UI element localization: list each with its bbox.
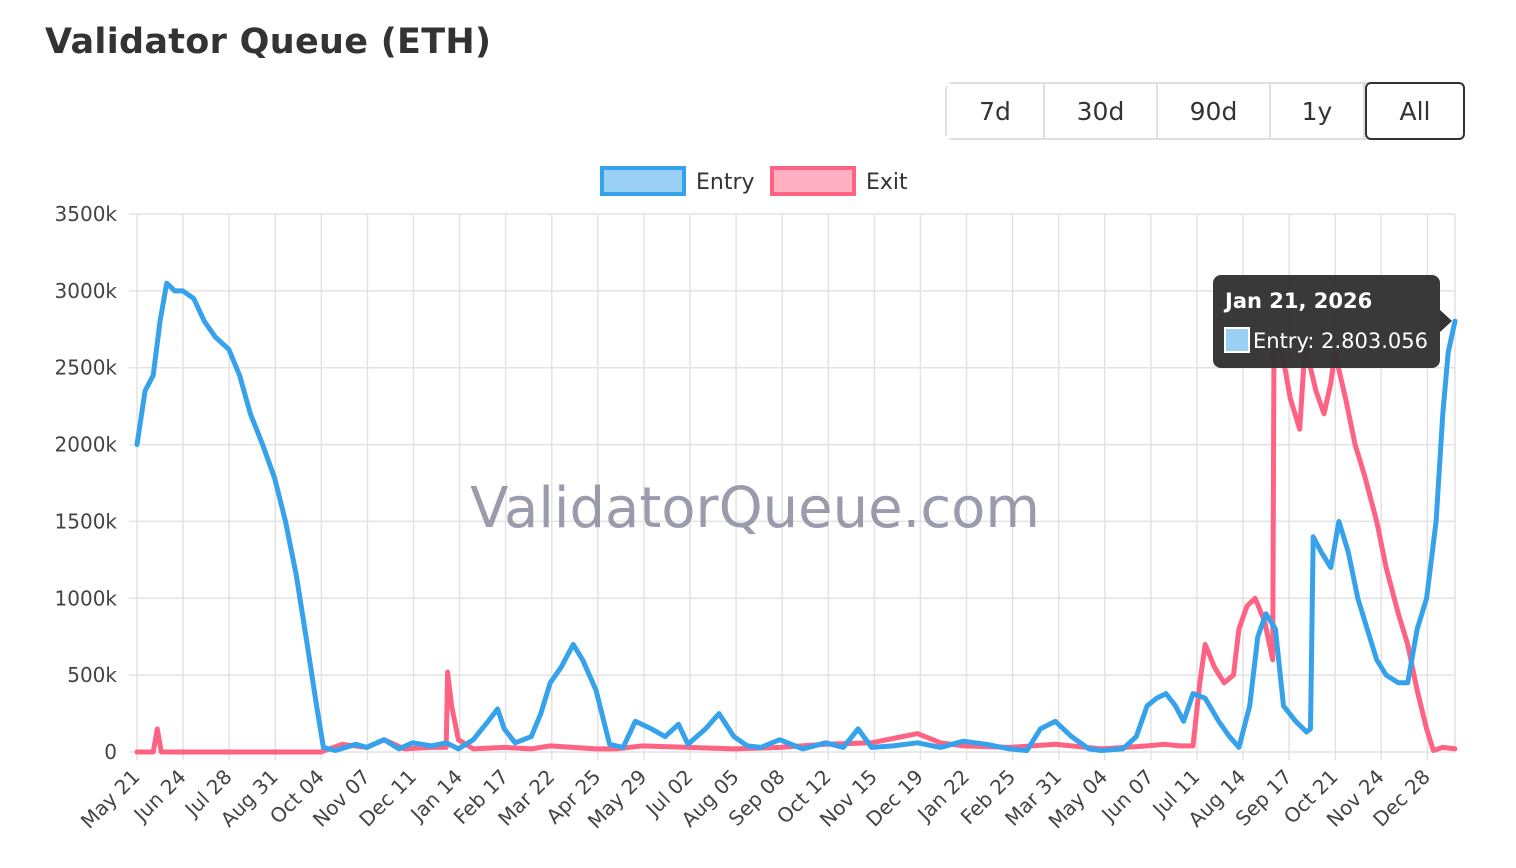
- legend-item-exit[interactable]: Exit: [770, 166, 908, 196]
- legend-label-entry: Entry: [696, 170, 755, 195]
- range-button-1y[interactable]: 1y: [1271, 84, 1365, 138]
- y-tick-label: 0: [104, 740, 117, 764]
- range-button-90d[interactable]: 90d: [1158, 84, 1271, 138]
- series-line-exit[interactable]: [134, 342, 1458, 755]
- legend-swatch-entry: [600, 166, 686, 196]
- range-button-all[interactable]: All: [1365, 82, 1465, 140]
- chart-grid: [129, 213, 1456, 760]
- range-selector: 7d 30d 90d 1y All: [945, 82, 1465, 140]
- tooltip-box: [1213, 275, 1440, 368]
- y-tick-label: 2000k: [55, 433, 118, 457]
- y-tick-label: 2500k: [55, 356, 118, 380]
- y-tick-label: 3000k: [55, 279, 118, 303]
- y-axis-ticks: 0 500k 1000k 1500k 2000k 2500k 3000k 3500k: [55, 202, 118, 764]
- y-tick-label: 500k: [67, 663, 117, 687]
- legend-label-exit: Exit: [866, 170, 908, 195]
- legend-swatch-exit: [770, 166, 856, 196]
- tooltip-swatch: [1224, 327, 1250, 353]
- x-tick-label: Jun 07: [1095, 765, 1158, 828]
- tooltip-title: Jan 21, 2026: [1223, 289, 1372, 313]
- tooltip-caret: [1440, 310, 1452, 332]
- range-button-7d[interactable]: 7d: [947, 84, 1045, 138]
- watermark: ValidatorQueue.com: [470, 476, 1040, 541]
- x-tick-label: Jun 24: [128, 765, 191, 828]
- legend-item-entry[interactable]: Entry: [600, 166, 755, 196]
- tooltip-label: Entry: 2.803.056: [1253, 329, 1428, 353]
- page-title: Validator Queue (ETH): [45, 22, 492, 62]
- y-tick-label: 3500k: [55, 202, 118, 226]
- chart-series: [134, 280, 1458, 755]
- chart-tooltip: Jan 21, 2026 Entry: 2.803.056: [1213, 275, 1452, 368]
- series-line-entry[interactable]: [134, 280, 1458, 753]
- x-tick-label: May 21: [76, 765, 145, 834]
- y-tick-label: 1000k: [55, 586, 118, 610]
- range-button-30d[interactable]: 30d: [1045, 84, 1158, 138]
- y-tick-label: 1500k: [55, 509, 118, 533]
- chart-legend: Entry Exit: [600, 166, 908, 196]
- queue-chart: 0 500k 1000k 1500k 2000k 2500k 3000k 3500k May …: [55, 166, 1458, 834]
